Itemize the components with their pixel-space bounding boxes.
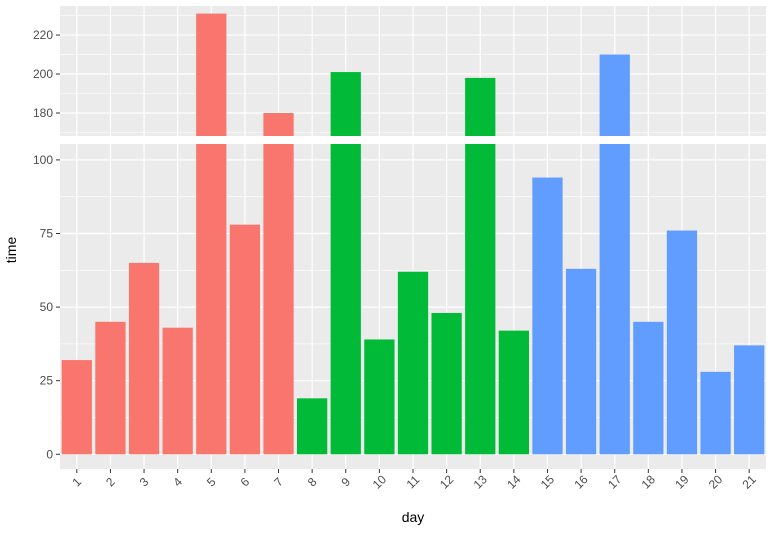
bar-day-2-lower [95,321,126,455]
bar-day-15-lower [532,177,563,455]
y-tick-label: 25 [40,374,54,388]
x-tick-label: 21 [740,472,760,492]
x-tick-label: 11 [404,472,423,491]
bar-day-3-lower [128,262,160,455]
bar-day-8-lower [297,398,328,455]
x-tick-label: 13 [471,472,491,492]
bar-day-14-lower [498,330,529,455]
bar-day-20-lower [700,371,731,455]
x-tick-label: 3 [137,474,152,489]
bar-day-11-lower [397,271,429,455]
bar-day-9-upper [330,72,361,136]
bar-day-13-lower [465,144,496,455]
x-tick-label: 10 [370,472,390,492]
bar-day-6-lower [229,224,261,455]
y-tick-label: 0 [46,447,53,461]
x-tick-label: 5 [204,474,219,489]
bar-day-18-lower [633,321,664,455]
bar-day-16-lower [565,268,597,455]
bar-day-17-upper [599,54,630,137]
x-tick-label: 6 [238,474,253,489]
bar-day-1-lower [61,360,92,455]
y-tick-label: 180 [33,106,53,120]
x-tick-label: 2 [103,474,118,489]
x-tick-label: 4 [170,474,185,489]
x-tick-label: 14 [504,472,524,492]
y-tick-label: 100 [33,153,53,167]
bar-day-7-upper [263,113,294,136]
x-tick-label: 18 [639,472,659,492]
y-tick-label: 200 [33,67,53,81]
x-axis-label: day [402,509,425,525]
x-tick-label: 15 [538,472,558,492]
bar-day-12-lower [431,312,462,455]
bar-day-19-lower [666,230,698,455]
x-tick-label: 7 [271,474,286,489]
x-tick-label: 8 [305,474,320,489]
x-tick-label: 1 [69,474,84,489]
y-tick-label: 50 [40,300,54,314]
y-axis-label: time [3,237,19,264]
bar-day-21-lower [734,345,765,455]
bar-day-5-lower [196,144,227,455]
x-tick-label: 20 [706,472,726,492]
bar-day-17-lower [599,144,630,455]
x-tick-label: 12 [437,472,457,492]
y-tick-label: 220 [33,28,53,42]
x-tick-label: 19 [672,472,692,492]
x-tick-label: 16 [571,472,591,492]
y-tick-label: 75 [40,226,54,240]
x-tick-label: 9 [338,474,353,489]
bar-day-7-lower [263,144,294,455]
bar-day-5-upper [196,13,227,137]
x-tick-label: 17 [605,472,625,492]
bar-day-4-lower [162,327,193,455]
bar-day-13-upper [465,77,496,136]
bar-day-9-lower [330,144,361,455]
bar-day-10-lower [364,339,395,455]
